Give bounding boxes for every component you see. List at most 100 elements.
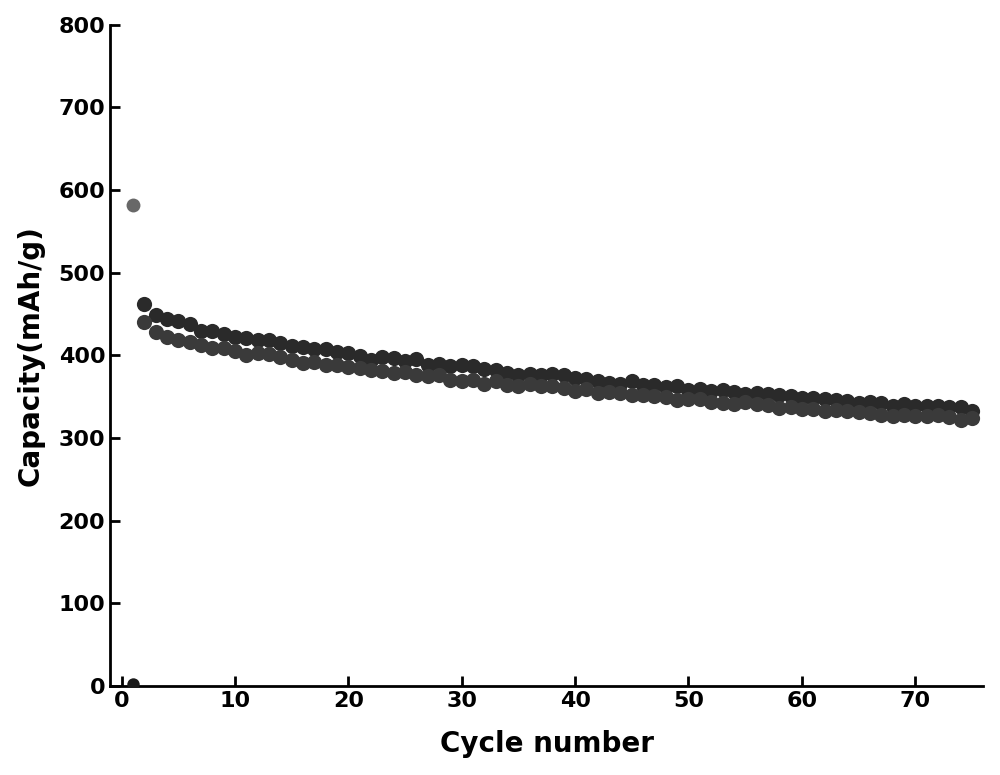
Point (488, 363, 504, 376)
Point (601, 386, 617, 398)
Point (295, 341, 311, 353)
X-axis label: Cycle number: Cycle number (440, 730, 654, 758)
Point (828, 404, 844, 416)
Point (612, 378, 628, 391)
Point (703, 384, 719, 397)
Point (204, 343, 220, 355)
Point (374, 351, 390, 363)
Point (646, 390, 662, 402)
Point (352, 350, 368, 362)
Point (612, 387, 628, 399)
Point (658, 381, 674, 394)
Point (476, 377, 492, 390)
Point (737, 388, 753, 400)
Point (272, 337, 288, 350)
Point (204, 325, 220, 337)
Point (556, 369, 572, 381)
Point (272, 351, 288, 363)
Point (896, 398, 912, 410)
Point (397, 366, 413, 378)
Point (420, 370, 436, 382)
Point (442, 374, 458, 387)
Point (941, 411, 957, 423)
Point (522, 368, 538, 381)
Point (794, 403, 810, 415)
Point (250, 347, 266, 360)
Point (352, 361, 368, 374)
Point (544, 380, 560, 392)
Point (669, 380, 685, 392)
Point (590, 387, 606, 399)
Point (533, 368, 549, 381)
Point (454, 375, 470, 388)
Point (851, 397, 867, 409)
Point (431, 358, 447, 370)
Point (136, 298, 152, 310)
Point (805, 392, 821, 405)
Point (363, 363, 379, 376)
Point (216, 328, 232, 340)
Point (873, 409, 889, 422)
Point (170, 315, 186, 327)
Point (817, 405, 833, 417)
Point (420, 359, 436, 371)
Point (408, 353, 424, 365)
Y-axis label: Capacity(mAh/g): Capacity(mAh/g) (17, 225, 45, 486)
Point (522, 377, 538, 390)
Point (680, 384, 696, 396)
Point (783, 401, 799, 413)
Point (669, 394, 685, 406)
Point (340, 361, 356, 374)
Point (329, 358, 345, 370)
Point (760, 388, 776, 400)
Point (590, 375, 606, 388)
Point (227, 330, 243, 343)
Point (873, 397, 889, 409)
Point (182, 319, 198, 331)
Point (193, 325, 209, 337)
Point (465, 360, 481, 372)
Point (817, 393, 833, 405)
Point (386, 352, 402, 364)
Point (930, 408, 946, 421)
Point (329, 346, 345, 359)
Point (386, 367, 402, 379)
Point (284, 339, 300, 352)
Point (771, 389, 787, 401)
Point (295, 356, 311, 369)
Point (136, 315, 152, 328)
Point (159, 312, 175, 325)
Point (896, 408, 912, 421)
Point (907, 400, 923, 412)
Point (646, 379, 662, 391)
Point (726, 386, 742, 398)
Point (953, 414, 969, 426)
Point (363, 353, 379, 366)
Point (238, 332, 254, 344)
Point (408, 369, 424, 381)
Point (499, 378, 515, 391)
Point (919, 400, 935, 412)
Point (828, 394, 844, 406)
Point (374, 364, 390, 377)
Point (658, 391, 674, 404)
Point (306, 356, 322, 368)
Point (533, 379, 549, 391)
Point (680, 393, 696, 405)
Point (749, 388, 765, 400)
Point (227, 344, 243, 357)
Point (862, 395, 878, 408)
Point (726, 398, 742, 410)
Point (250, 334, 266, 346)
Point (261, 334, 277, 346)
Point (567, 372, 583, 384)
Point (919, 410, 935, 422)
Point (182, 336, 198, 349)
Point (318, 359, 334, 371)
Point (159, 331, 175, 343)
Point (306, 343, 322, 355)
Point (510, 369, 526, 381)
Point (465, 374, 481, 386)
Point (760, 399, 776, 412)
Point (749, 398, 765, 410)
